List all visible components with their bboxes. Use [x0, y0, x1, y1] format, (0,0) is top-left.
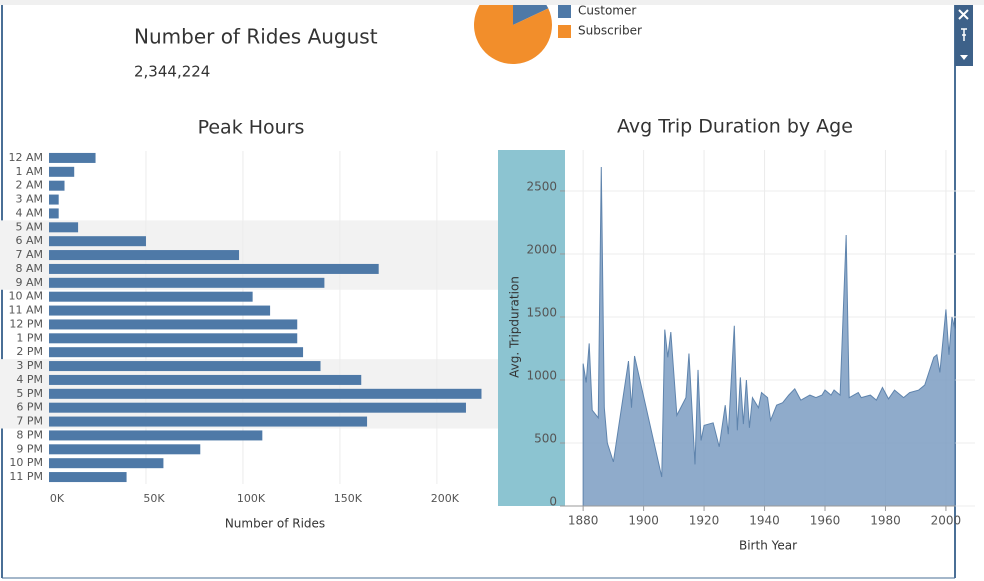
y-tick-label: 6 PM — [16, 401, 43, 414]
y-tick-label: 2000 — [526, 242, 557, 256]
bar — [49, 458, 164, 469]
y-tick-label: 1 AM — [15, 165, 43, 178]
y-tick-label: 1 PM — [16, 331, 43, 344]
x-tick-label: 150K — [334, 492, 363, 505]
y-tick-label: 2500 — [526, 179, 557, 193]
y-tick-label: 4 AM — [15, 206, 43, 219]
legend-swatch — [558, 5, 571, 18]
y-tick-label: 3 PM — [16, 359, 43, 372]
bar — [49, 388, 482, 399]
bar — [49, 166, 75, 177]
x-tick-label: 1980 — [870, 514, 901, 528]
axis-highlight — [498, 150, 565, 506]
y-tick-label: 4 PM — [16, 373, 43, 386]
x-tick-label: 50K — [143, 492, 165, 505]
y-tick-label: 0 — [549, 495, 557, 509]
x-tick-label: 1960 — [810, 514, 841, 528]
bar — [49, 291, 253, 302]
y-tick-label: 7 AM — [15, 248, 43, 261]
y-tick-label: 11 AM — [8, 304, 43, 317]
pie-slice — [513, 0, 549, 25]
y-tick-label: 9 AM — [15, 276, 43, 289]
bar — [49, 361, 321, 372]
x-tick-label: 2000 — [931, 514, 962, 528]
bar — [49, 374, 362, 385]
bar — [49, 180, 65, 191]
x-tick-label: 1920 — [689, 514, 720, 528]
x-tick-label: 1940 — [749, 514, 780, 528]
x-tick-label: 200K — [431, 492, 460, 505]
kpi-value: 2,344,224 — [134, 63, 210, 81]
area — [582, 167, 956, 507]
x-axis-label: Number of Rides — [225, 517, 325, 531]
y-axis-label: Avg. Tripduration — [508, 276, 522, 378]
close-button[interactable] — [958, 9, 969, 20]
bar — [49, 402, 466, 413]
bar — [49, 277, 325, 288]
kpi-title: Number of Rides August — [134, 25, 378, 49]
y-tick-label: 5 AM — [15, 220, 43, 233]
legend-swatch — [558, 25, 571, 38]
legend-label: Customer — [578, 4, 636, 18]
chart-title: Avg Trip Duration by Age — [617, 116, 853, 138]
top-mask — [460, 0, 560, 5]
y-tick-label: 5 PM — [16, 387, 43, 400]
bar — [49, 250, 240, 261]
pie-slice — [474, 0, 552, 64]
bar — [49, 222, 79, 233]
bar — [49, 208, 59, 219]
bar — [49, 263, 379, 274]
y-tick-label: 6 AM — [15, 234, 43, 247]
x-tick-label: 1900 — [628, 514, 659, 528]
y-tick-label: 1500 — [526, 305, 557, 319]
bar — [49, 472, 127, 483]
bar — [49, 444, 201, 455]
x-tick-label: 1880 — [568, 514, 599, 528]
x-tick-label: 100K — [237, 492, 266, 505]
bar — [49, 333, 298, 344]
bar — [49, 152, 96, 163]
pin-button[interactable] — [961, 28, 967, 41]
y-tick-label: 2 AM — [15, 179, 43, 192]
y-tick-label: 12 PM — [9, 317, 43, 330]
bar — [49, 319, 298, 330]
bar — [49, 194, 59, 205]
bar — [49, 305, 271, 316]
bar — [49, 236, 146, 247]
bar — [49, 430, 263, 441]
y-tick-label: 9 PM — [16, 442, 43, 455]
y-tick-label: 3 AM — [15, 193, 43, 206]
x-axis-label: Birth Year — [739, 539, 797, 553]
y-tick-label: 7 PM — [16, 415, 43, 428]
bar — [49, 347, 304, 358]
x-tick-label: 0K — [50, 492, 65, 505]
chart-title: Peak Hours — [198, 117, 305, 139]
toolbar — [955, 5, 973, 66]
y-tick-label: 8 AM — [15, 262, 43, 275]
y-tick-label: 2 PM — [16, 345, 43, 358]
y-tick-label: 10 PM — [9, 456, 43, 469]
bar — [49, 416, 368, 427]
y-tick-label: 1000 — [526, 368, 557, 382]
y-tick-label: 12 AM — [8, 151, 43, 164]
y-tick-label: 8 PM — [16, 428, 43, 441]
legend-label: Subscriber — [578, 24, 642, 38]
menu-button[interactable] — [960, 55, 968, 60]
y-tick-label: 10 AM — [8, 290, 43, 303]
y-tick-label: 500 — [534, 431, 557, 445]
y-tick-label: 11 PM — [9, 470, 43, 483]
